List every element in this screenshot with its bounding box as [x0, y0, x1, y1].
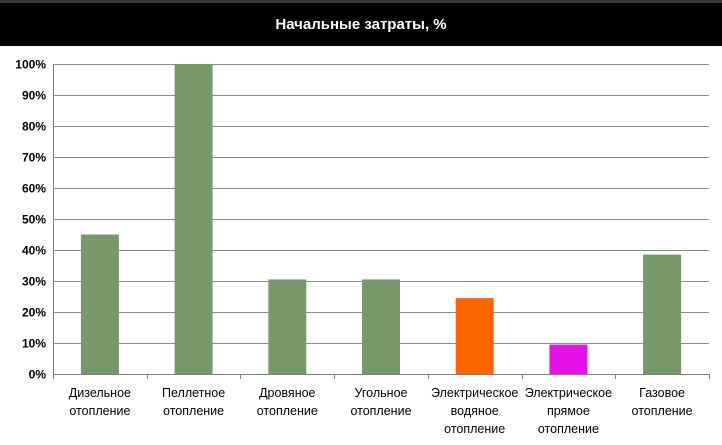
x-tick-label: отопление: [350, 404, 411, 418]
x-tick-label: отопление: [257, 404, 318, 418]
y-tick-label: 0%: [29, 368, 47, 382]
y-tick-label: 70%: [22, 151, 46, 165]
x-tick-label: отопление: [538, 422, 599, 436]
x-tick-label: отопление: [632, 404, 693, 418]
bar: [362, 279, 400, 374]
x-tick-label: Дизельное: [69, 386, 131, 400]
y-tick-label: 60%: [22, 182, 46, 196]
y-tick-label: 20%: [22, 306, 46, 320]
bar: [643, 254, 682, 374]
x-tick-label: Электрическое: [525, 386, 612, 400]
chart-title: Начальные затраты, %: [275, 16, 447, 33]
x-tick-label: прямое: [547, 404, 590, 418]
bar: [174, 64, 213, 374]
y-tick-label: 40%: [22, 244, 46, 258]
y-tick-label: 50%: [22, 213, 46, 227]
y-tick-label: 80%: [22, 120, 46, 134]
x-tick-label: водяное: [451, 404, 499, 418]
bar: [455, 298, 494, 374]
x-tick-label: Дровяное: [259, 386, 315, 400]
x-tick-label: Пеллетное: [162, 386, 225, 400]
x-tick-label: отопление: [163, 404, 224, 418]
title-band: Начальные затраты, %: [0, 0, 722, 46]
x-tick-label: Электрическое: [431, 386, 518, 400]
y-tick-label: 30%: [22, 275, 46, 289]
x-tick-label: Угольное: [355, 386, 408, 400]
x-tick-label: Газовое: [639, 386, 685, 400]
y-tick-label: 90%: [22, 89, 46, 103]
y-tick-label: 10%: [22, 337, 46, 351]
bar: [268, 279, 307, 374]
x-tick-label: отопление: [69, 404, 130, 418]
x-tick-label: отопление: [444, 422, 505, 436]
bar: [80, 234, 119, 374]
title-top-rule: [0, 0, 722, 3]
y-tick-label: 100%: [15, 58, 46, 72]
bar: [549, 344, 588, 374]
